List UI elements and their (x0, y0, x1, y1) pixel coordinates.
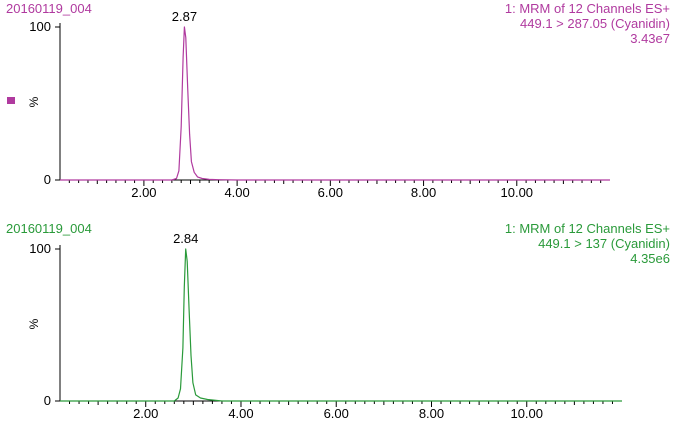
x-tick-label: 4.00 (224, 185, 249, 200)
x-tick-label: 4.00 (228, 406, 253, 421)
x-tick-label: 2.00 (133, 406, 158, 421)
y-axis-label: % (27, 96, 41, 107)
chromatogram-panel-bottom: 20160119_004 1: MRM of 12 Channels ES+ 4… (0, 220, 680, 421)
x-tick-label: 8.00 (419, 406, 444, 421)
sample-id-label: 20160119_004 (6, 1, 92, 16)
peak-label: 2.87 (172, 9, 197, 24)
x-tick-label: 10.00 (510, 406, 543, 421)
y-tick-label: 0 (44, 172, 51, 187)
transition-label: 449.1 > 137 (Cyanidin) (538, 236, 670, 251)
x-tick-label: 6.00 (324, 406, 349, 421)
y-tick-label: 100 (29, 241, 51, 256)
x-tick-label: 2.00 (131, 185, 156, 200)
intensity-label: 3.43e7 (630, 31, 670, 46)
peak-label: 2.84 (173, 231, 198, 246)
transition-label: 449.1 > 287.05 (Cyanidin) (520, 16, 670, 31)
intensity-label: 4.35e6 (630, 251, 670, 266)
x-tick-label: 6.00 (318, 185, 343, 200)
sample-id-label: 20160119_004 (6, 221, 92, 236)
channel-description: 1: MRM of 12 Channels ES+ (504, 221, 670, 236)
chromatogram-trace (60, 26, 610, 181)
y-tick-label: 0 (44, 393, 51, 408)
x-tick-label: 8.00 (411, 185, 436, 200)
channel-description: 1: MRM of 12 Channels ES+ (504, 1, 670, 16)
chromatogram-trace (60, 248, 622, 402)
y-tick-label: 100 (29, 19, 51, 34)
x-tick-label: 10.00 (501, 185, 534, 200)
y-axis-label: % (27, 318, 41, 329)
chromatogram-panel-top: 20160119_004 1: MRM of 12 Channels ES+ 4… (6, 1, 670, 201)
trace-marker-icon (7, 97, 15, 104)
chromatogram-plot-bottom: 100 0% 2.00 4.00 6.00 8.00 10.00 2.84 (27, 231, 622, 421)
chromatogram-plot-top: 100 0% 2.00 4.00 6.00 8.00 10.00 2.87 (27, 9, 610, 200)
